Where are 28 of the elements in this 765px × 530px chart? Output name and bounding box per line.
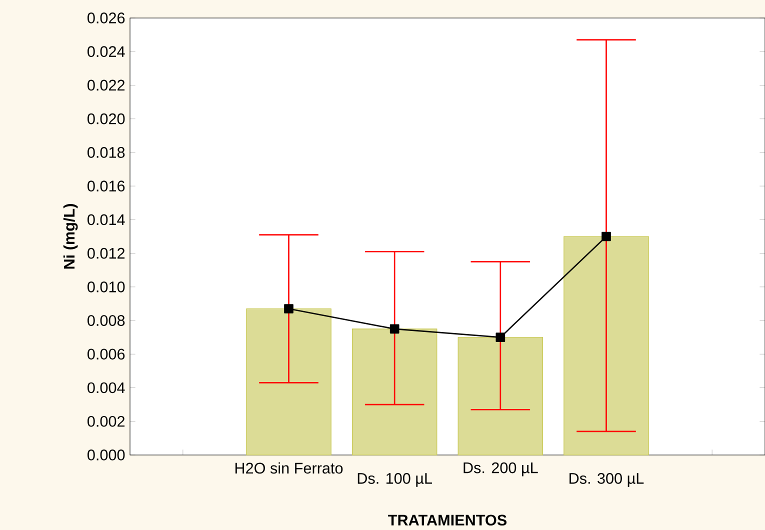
y-tick-label: 0.026: [88, 12, 125, 24]
bar: [564, 236, 649, 456]
x-tick-label: Ds. 200 µL: [464, 462, 538, 476]
y-tick-label: 0.008: [88, 315, 125, 326]
point: [602, 232, 611, 242]
bar: [458, 337, 544, 456]
y-tick-label: 0.000: [88, 450, 125, 460]
point: [496, 332, 506, 342]
y-tick-label: 0.024: [88, 46, 125, 58]
bar: [246, 308, 332, 456]
x-axis-title: TRATAMIENTOS: [388, 514, 507, 526]
y-tick-label: 0.020: [88, 113, 125, 124]
point: [390, 324, 400, 334]
y-axis-title: Ni (mg/L): [63, 204, 78, 269]
y-tick-label: 0.022: [88, 80, 125, 91]
y-tick-label: 0.006: [88, 348, 125, 360]
bar: [352, 328, 438, 456]
x-tick-label: Ds. 100 µL: [358, 472, 432, 487]
y-tick-label: 0.004: [88, 382, 125, 394]
y-tick-label: 0.018: [88, 147, 125, 158]
point: [284, 304, 294, 314]
x-tick-label: H2O sin Ferrato: [235, 462, 343, 474]
y-tick-label: 0.016: [88, 180, 125, 192]
y-tick-label: 0.010: [88, 281, 125, 292]
y-tick-label: 0.014: [88, 214, 125, 226]
y-tick-label: 0.012: [88, 248, 125, 259]
x-tick-label: Ds. 300 µL: [570, 472, 644, 487]
y-tick-label: 0.002: [88, 416, 125, 427]
